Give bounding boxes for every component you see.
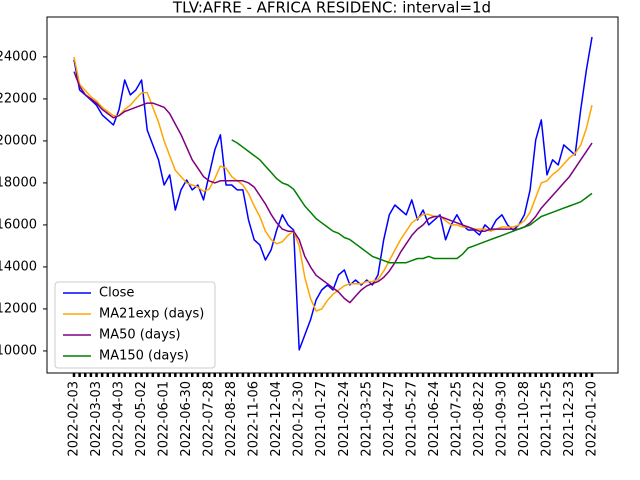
x-tick-label: 2020-12-30 [292, 381, 307, 457]
x-tick-label: 2021-02-24 [337, 381, 352, 457]
x-tick-label: 2022-12-04 [269, 381, 284, 457]
line-series [73, 71, 593, 304]
legend: Close MA21exp (days) MA50 (days) MA150 (day… [54, 281, 216, 369]
x-tick-label: 2021-05-27 [404, 381, 419, 457]
x-tick-label: 2021-06-24 [427, 381, 442, 457]
y-tick-label: 20000 [0, 133, 37, 148]
line-series [73, 36, 593, 351]
x-tick-label: 2022-07-28 [202, 381, 217, 457]
x-tick-label: 2021-04-27 [382, 381, 397, 457]
x-tick-label: 2022-11-06 [247, 381, 262, 457]
y-tick-label: 16000 [0, 217, 37, 232]
x-tick-label: 2021-01-27 [314, 381, 329, 457]
line-series [231, 139, 593, 264]
x-tick-label: 2021-07-25 [449, 381, 464, 457]
legend-label: MA50 (days) [99, 328, 181, 343]
x-tick-label: 2021-03-25 [359, 381, 374, 457]
x-tick-label: 2021-09-30 [494, 381, 509, 457]
x-tick-label: 2021-11-25 [539, 381, 554, 457]
legend-label: Close [99, 286, 134, 301]
legend-label: MA21exp (days) [99, 307, 204, 322]
x-tick-label: 2022-06-01 [157, 381, 172, 457]
legend-box [54, 281, 216, 369]
y-tick-label: 24000 [0, 49, 37, 64]
x-tick-label: 2021-08-22 [472, 381, 487, 457]
y-tick-label: 12000 [0, 301, 37, 316]
x-tick-label: 2022-03-03 [89, 381, 104, 457]
x-tick-label: 2022-04-03 [112, 381, 127, 457]
x-tick-label: 2022-02-03 [67, 381, 82, 457]
y-tick-label: 10000 [0, 343, 37, 358]
y-tick-label: 14000 [0, 259, 37, 274]
legend-label: MA150 (days) [99, 349, 189, 364]
chart-title: TLV:AFRE - AFRICA RESIDENC: interval=1d [172, 0, 491, 17]
plot-frame [46, 16, 619, 374]
y-tick-label: 22000 [0, 91, 37, 106]
x-tick-label: 2022-01-20 [585, 381, 600, 457]
x-tick-label: 2022-05-02 [134, 381, 149, 457]
x-tick-label: 2021-10-28 [517, 381, 532, 457]
y-tick-label: 18000 [0, 175, 37, 190]
line-series [73, 56, 593, 312]
x-tick-label: 2021-12-23 [562, 381, 577, 457]
x-tick-label: 2022-08-28 [224, 381, 239, 457]
x-tick-label: 2022-06-30 [179, 381, 194, 457]
